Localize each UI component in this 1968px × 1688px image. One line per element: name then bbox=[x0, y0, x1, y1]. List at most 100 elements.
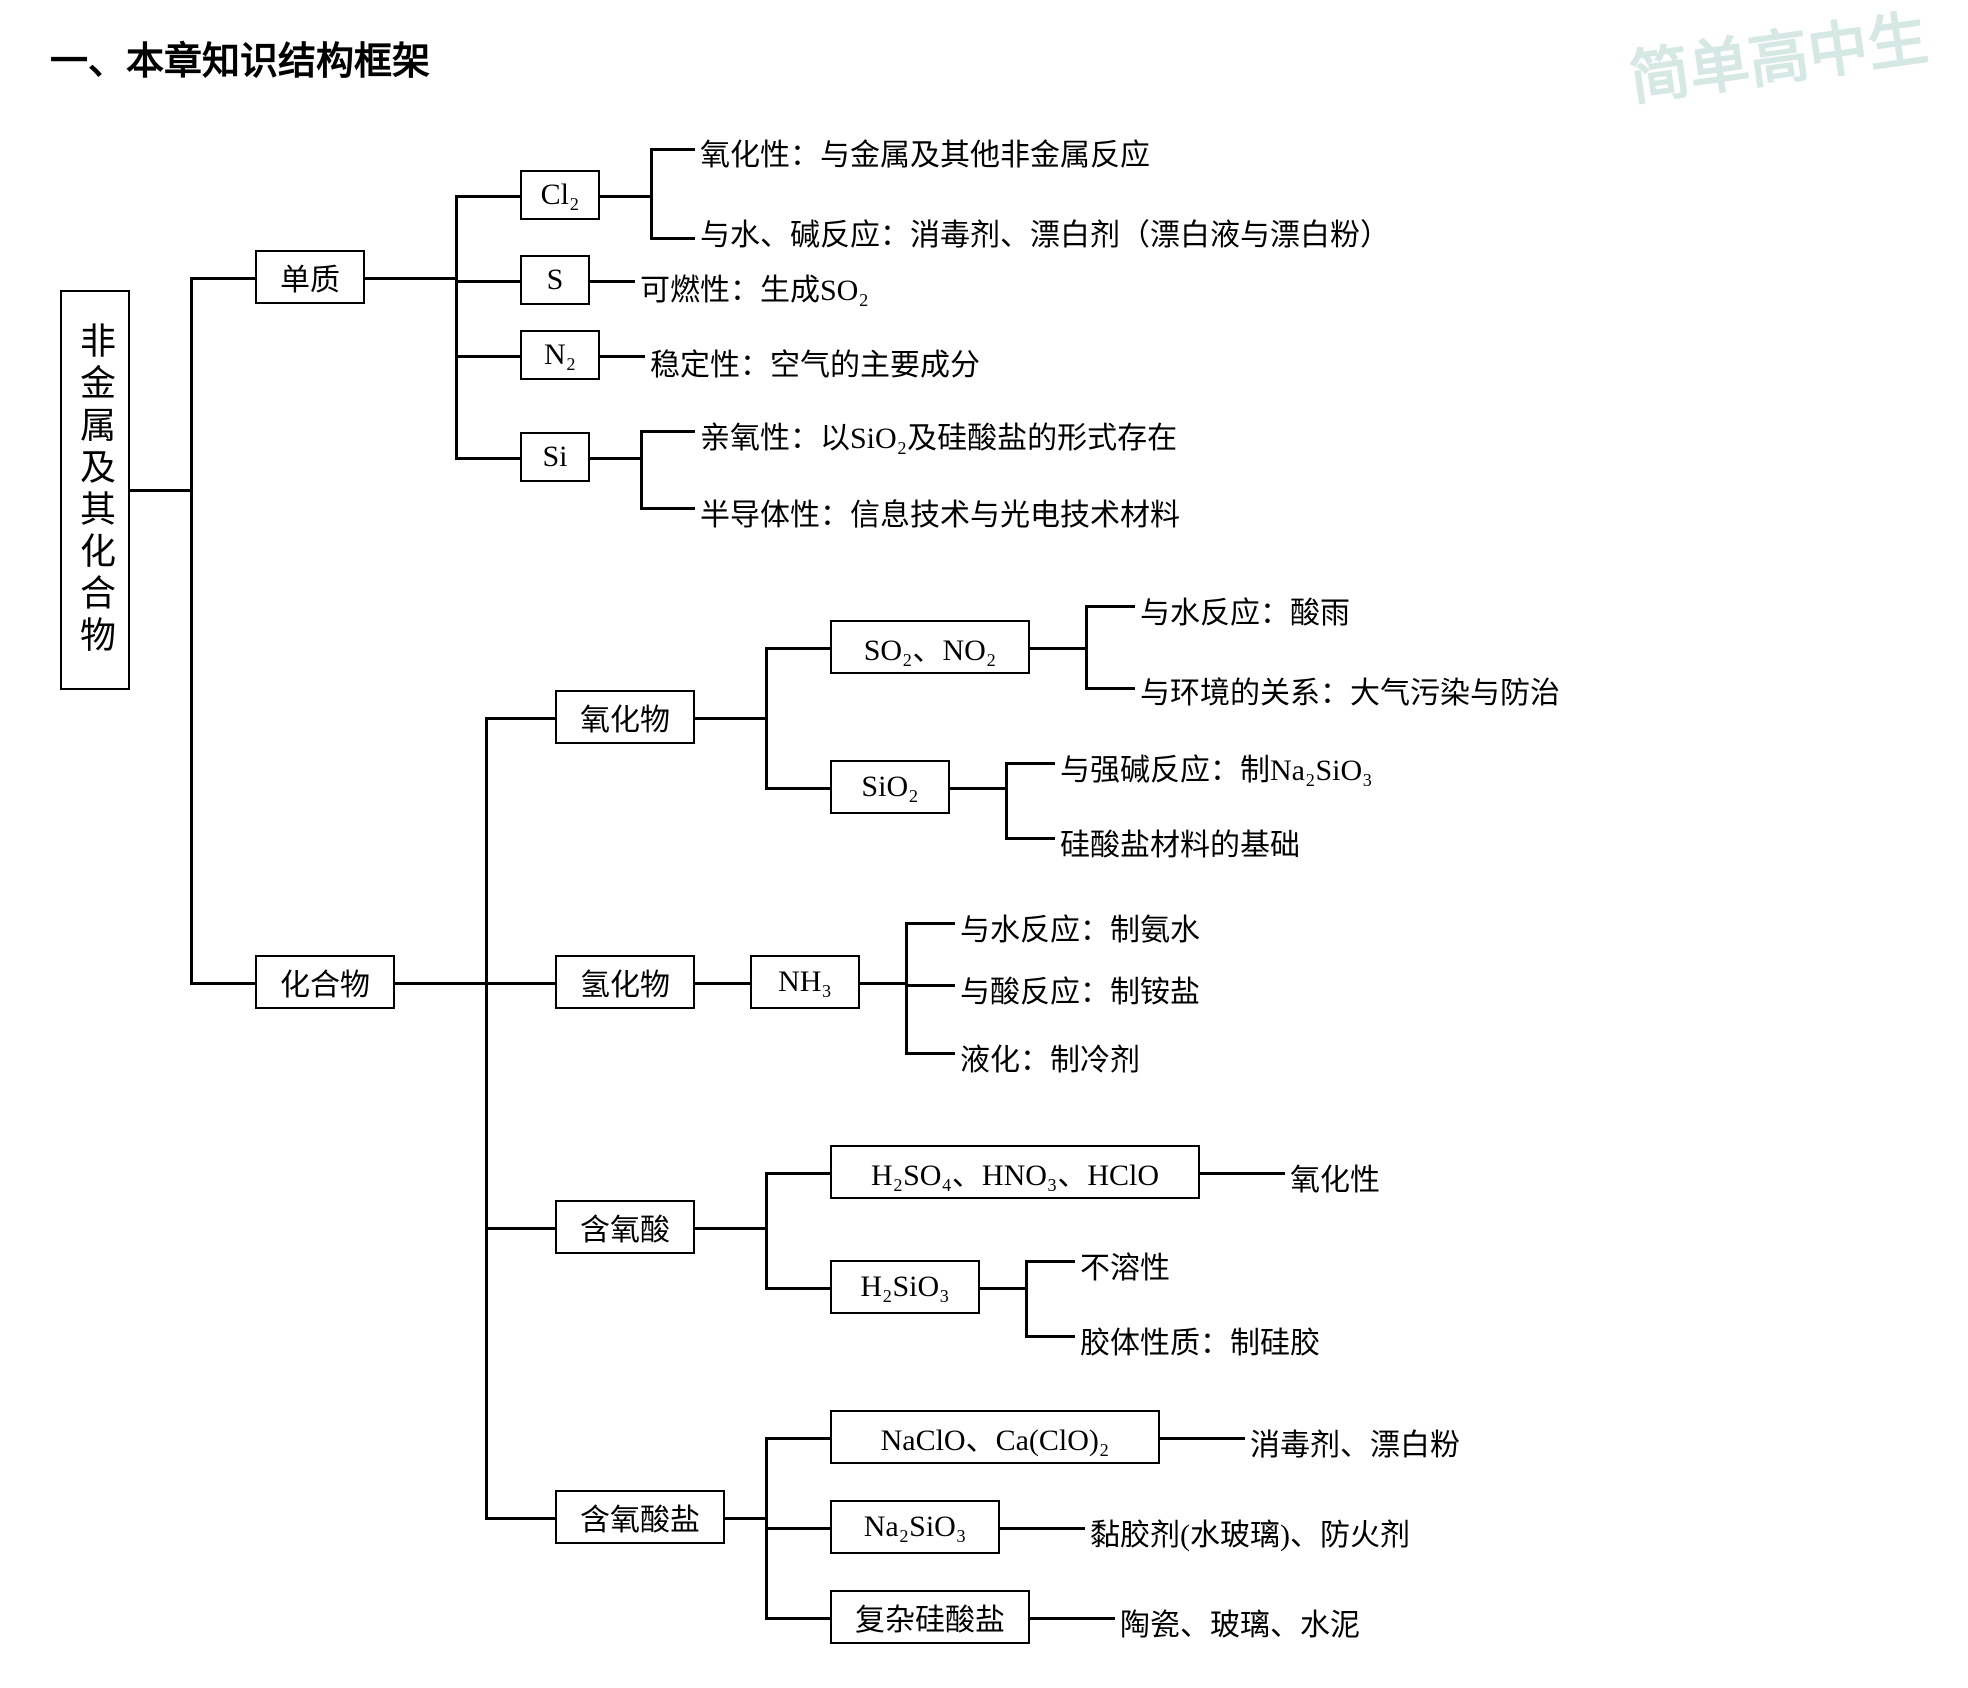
line bbox=[1005, 762, 1008, 840]
line bbox=[190, 277, 193, 985]
line bbox=[695, 1227, 765, 1230]
line bbox=[1085, 605, 1135, 608]
h2sio3-box: H₂SiO₃ bbox=[830, 1260, 980, 1314]
line bbox=[860, 982, 905, 985]
cl2-prop2: 与水、碱反应：消毒剂、漂白剂（漂白液与漂白粉） bbox=[700, 210, 1390, 254]
line bbox=[485, 1227, 555, 1230]
line bbox=[600, 195, 650, 198]
line bbox=[455, 195, 458, 460]
line bbox=[980, 1287, 1025, 1290]
line bbox=[1005, 762, 1055, 765]
naclo-box: NaClO、Ca(ClO)₂ bbox=[830, 1410, 1160, 1464]
h2so4-box: H₂SO₄、HNO₃、HClO bbox=[830, 1145, 1200, 1199]
line bbox=[365, 277, 455, 280]
line bbox=[190, 982, 255, 985]
line bbox=[695, 982, 750, 985]
line bbox=[765, 787, 830, 790]
line bbox=[1030, 647, 1085, 650]
line bbox=[765, 1287, 830, 1290]
line bbox=[765, 1437, 830, 1440]
line bbox=[1005, 837, 1055, 840]
yanghuawu-box: 氧化物 bbox=[555, 690, 695, 744]
s-box: S bbox=[520, 255, 590, 305]
sio2-prop1: 与强碱反应：制Na₂SiO₃ bbox=[1060, 745, 1373, 789]
so2-prop1: 与水反应：酸雨 bbox=[1140, 588, 1350, 632]
line bbox=[765, 647, 768, 790]
line bbox=[695, 717, 765, 720]
line bbox=[1025, 1335, 1075, 1338]
line bbox=[650, 148, 695, 151]
n2-prop: 稳定性：空气的主要成分 bbox=[650, 340, 980, 384]
cl2-prop1: 氧化性：与金属及其他非金属反应 bbox=[700, 130, 1150, 174]
cl2-box: Cl₂ bbox=[520, 170, 600, 220]
line bbox=[190, 277, 255, 280]
nh3-prop2: 与酸反应：制铵盐 bbox=[960, 967, 1200, 1011]
sio2-prop2: 硅酸盐材料的基础 bbox=[1060, 820, 1300, 864]
root-box: 非金属及其化合物 bbox=[60, 290, 130, 690]
line bbox=[1160, 1437, 1245, 1440]
line bbox=[765, 1172, 830, 1175]
line bbox=[1000, 1527, 1085, 1530]
naclo-prop: 消毒剂、漂白粉 bbox=[1250, 1420, 1460, 1464]
line bbox=[590, 280, 635, 283]
line bbox=[485, 717, 488, 1520]
line bbox=[485, 717, 555, 720]
line bbox=[640, 507, 695, 510]
line bbox=[765, 1527, 830, 1530]
nh3-prop1: 与水反应：制氨水 bbox=[960, 905, 1200, 949]
line bbox=[905, 984, 955, 987]
line bbox=[905, 1052, 955, 1055]
line bbox=[590, 457, 640, 460]
so2no2-box: SO₂、NO₂ bbox=[830, 620, 1030, 674]
line bbox=[650, 148, 653, 240]
watermark: 简单高中生 bbox=[1623, 0, 1932, 117]
na2sio3-prop: 黏胶剂(水玻璃)、防火剂 bbox=[1090, 1510, 1410, 1554]
n2-box: N₂ bbox=[520, 330, 600, 380]
line bbox=[1085, 605, 1088, 690]
line bbox=[765, 1617, 830, 1620]
line bbox=[485, 1517, 555, 1520]
hanyangsuanyan-box: 含氧酸盐 bbox=[555, 1490, 725, 1544]
line bbox=[600, 355, 645, 358]
line bbox=[485, 982, 555, 985]
line bbox=[765, 647, 830, 650]
line bbox=[950, 787, 1005, 790]
si-prop2: 半导体性：信息技术与光电技术材料 bbox=[700, 490, 1180, 534]
nh3-box: NH₃ bbox=[750, 955, 860, 1009]
s-prop: 可燃性：生成SO₂ bbox=[640, 265, 869, 309]
line bbox=[725, 1517, 765, 1520]
h2sio3-prop2: 胶体性质：制硅胶 bbox=[1080, 1318, 1320, 1362]
line bbox=[905, 922, 908, 1055]
danzhi-box: 单质 bbox=[255, 250, 365, 304]
line bbox=[650, 237, 695, 240]
line bbox=[455, 280, 520, 283]
h2so4-prop: 氧化性 bbox=[1290, 1155, 1380, 1199]
line bbox=[455, 355, 520, 358]
line bbox=[905, 922, 955, 925]
line bbox=[1085, 687, 1135, 690]
fzgys-box: 复杂硅酸盐 bbox=[830, 1590, 1030, 1644]
line bbox=[1025, 1260, 1028, 1338]
fzgys-prop: 陶瓷、玻璃、水泥 bbox=[1120, 1600, 1360, 1644]
line bbox=[765, 1172, 768, 1290]
line bbox=[1030, 1617, 1115, 1620]
line bbox=[455, 457, 520, 460]
line bbox=[395, 982, 485, 985]
qinghuawu-box: 氢化物 bbox=[555, 955, 695, 1009]
line bbox=[455, 195, 520, 198]
line bbox=[1200, 1172, 1285, 1175]
line bbox=[640, 430, 695, 433]
sio2-box: SiO₂ bbox=[830, 760, 950, 814]
nh3-prop3: 液化：制冷剂 bbox=[960, 1035, 1140, 1079]
h2sio3-prop1: 不溶性 bbox=[1080, 1243, 1170, 1287]
so2-prop2: 与环境的关系：大气污染与防治 bbox=[1140, 668, 1560, 712]
page-title: 一、本章知识结构框架 bbox=[50, 30, 430, 85]
si-prop1: 亲氧性：以SiO₂及硅酸盐的形式存在 bbox=[700, 413, 1177, 457]
line bbox=[1025, 1260, 1075, 1263]
line bbox=[640, 430, 643, 510]
hanyangsuan-box: 含氧酸 bbox=[555, 1200, 695, 1254]
line bbox=[130, 489, 190, 492]
huahewu-box: 化合物 bbox=[255, 955, 395, 1009]
si-box: Si bbox=[520, 432, 590, 482]
na2sio3-box: Na₂SiO₃ bbox=[830, 1500, 1000, 1554]
